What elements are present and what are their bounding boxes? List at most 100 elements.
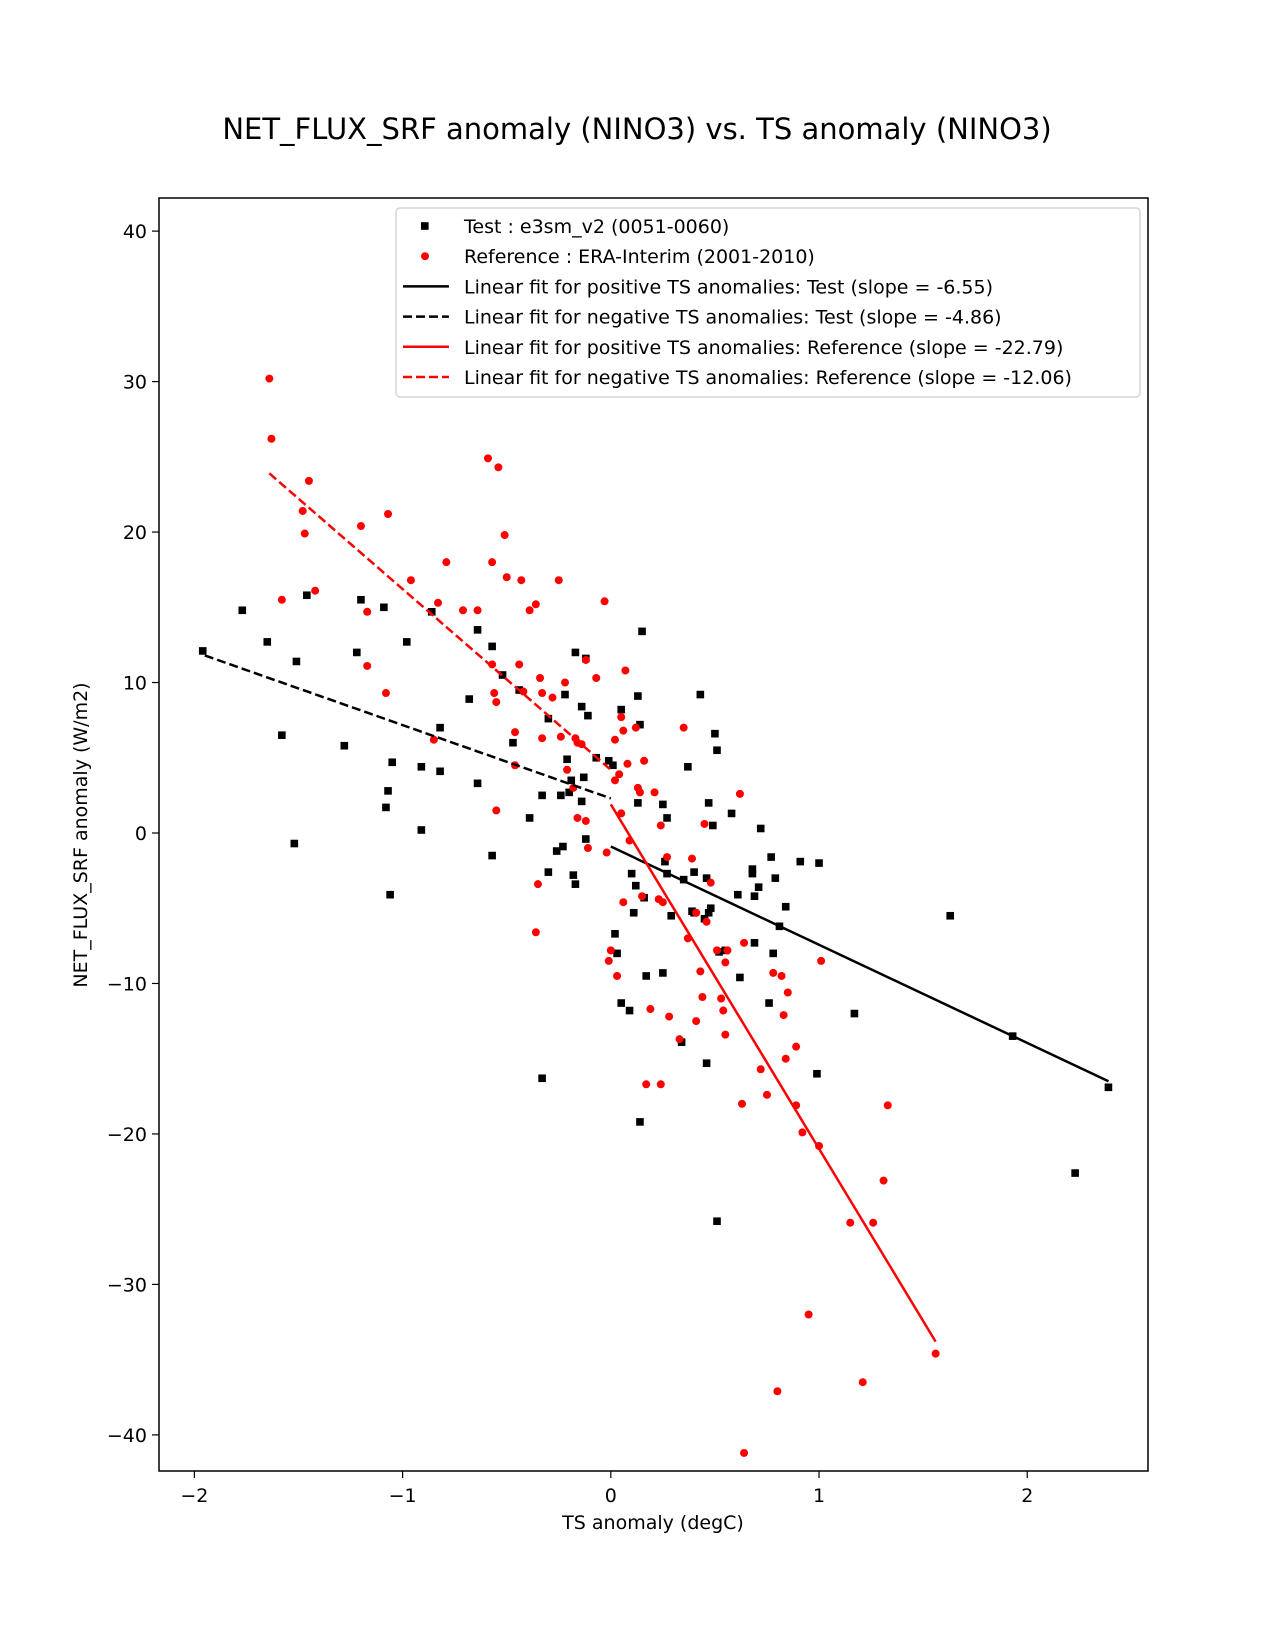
test-point-63 [636, 720, 644, 729]
test-point-55 [617, 999, 626, 1007]
reference-point-59 [613, 971, 622, 980]
reference-point-77 [656, 821, 665, 830]
test-point-109 [813, 1069, 821, 1078]
reference-point-63 [619, 726, 628, 735]
reference-point-85 [688, 854, 697, 863]
reference-point-52 [592, 674, 601, 683]
reference-point-14 [434, 598, 443, 607]
reference-point-49 [581, 655, 590, 664]
test-point-61 [634, 692, 642, 700]
reference-point-64 [619, 898, 628, 907]
reference-point-103 [756, 1065, 765, 1074]
reference-point-55 [604, 956, 613, 965]
test-point-49 [584, 711, 592, 720]
reference-point-0 [265, 374, 274, 383]
reference-point-104 [762, 1090, 771, 1099]
test-point-6 [303, 591, 311, 600]
reference-point-100 [737, 1099, 746, 1108]
test-point-21 [465, 695, 474, 703]
reference-point-96 [721, 1030, 730, 1039]
test-point-90 [713, 1217, 721, 1226]
reference-point-62 [617, 713, 626, 722]
test-point-22 [473, 626, 482, 634]
reference-point-80 [663, 853, 672, 862]
test-point-87 [709, 821, 717, 830]
test-point-71 [663, 814, 671, 822]
test-point-110 [815, 859, 823, 867]
reference-point-107 [777, 971, 786, 980]
reference-negative-fit [268, 472, 612, 771]
reference-positive-fit [609, 803, 937, 1343]
reference-point-12 [406, 576, 415, 585]
reference-point-41 [556, 732, 565, 741]
reference-point-1 [267, 434, 276, 443]
reference-point-72 [640, 756, 649, 765]
reference-point-11 [384, 509, 393, 518]
reference-point-111 [792, 1042, 801, 1051]
test-point-85 [704, 799, 713, 807]
reference-point-73 [642, 1080, 651, 1089]
reference-point-99 [735, 789, 744, 798]
reference-point-9 [363, 661, 372, 670]
reference-point-29 [515, 660, 524, 669]
test-point-88 [711, 729, 719, 738]
test-point-25 [488, 851, 496, 860]
reference-point-8 [363, 607, 372, 616]
reference-point-79 [658, 898, 667, 907]
reference-point-56 [606, 946, 615, 955]
test-point-18 [427, 608, 436, 616]
test-point-57 [625, 1006, 634, 1015]
reference-point-110 [783, 988, 792, 997]
test-point-4 [290, 839, 299, 848]
test-point-38 [563, 755, 571, 764]
y-tick-label-0: −40 [107, 1425, 147, 1447]
reference-point-119 [869, 1218, 878, 1227]
fit-lines [204, 472, 1109, 1343]
y-axis-label: NET_FLUX_SRF anomaly (W/m2) [70, 682, 92, 987]
reference-point-105 [769, 968, 778, 977]
test-point-33 [544, 868, 553, 876]
reference-point-95 [719, 1006, 728, 1015]
legend-label-2: Linear fit for positive TS anomalies: Te… [464, 276, 993, 298]
reference-point-15 [442, 558, 451, 567]
reference-point-53 [600, 597, 609, 606]
y-tick-label-3: −10 [107, 973, 147, 995]
x-tick-label-0: −2 [180, 1485, 208, 1507]
test-point-53 [611, 930, 619, 938]
test-point-56 [617, 705, 626, 714]
test-point-58 [627, 869, 636, 878]
test-point-43 [571, 648, 580, 657]
test-point-76 [684, 762, 692, 771]
reference-point-120 [879, 1176, 888, 1185]
reference-point-39 [548, 693, 557, 702]
test-point-112 [946, 911, 954, 920]
test-point-23 [473, 779, 482, 788]
test-point-10 [380, 603, 388, 612]
test-point-86 [706, 904, 715, 913]
reference-point-58 [610, 776, 619, 785]
reference-point-75 [650, 788, 659, 797]
reference-point-70 [635, 788, 644, 797]
reference-point-90 [700, 819, 709, 828]
test-point-89 [713, 746, 721, 755]
reference-point-86 [692, 908, 701, 917]
legend-label-5: Linear fit for negative TS anomalies: Re… [464, 367, 1072, 389]
test-point-115 [1104, 1083, 1113, 1092]
test-point-26 [498, 671, 507, 679]
reference-point-91 [702, 917, 711, 926]
test-point-108 [796, 857, 805, 866]
reference-point-22 [492, 698, 501, 707]
test-point-105 [771, 874, 780, 882]
reference-point-51 [583, 844, 592, 853]
test-point-102 [765, 999, 773, 1007]
y-tick-label-4: 0 [135, 823, 147, 845]
test-point-20 [436, 767, 444, 776]
test-point-39 [565, 788, 573, 797]
reference-point-81 [665, 1012, 674, 1021]
y-tick-label-5: 10 [123, 673, 147, 695]
y-tick-label-6: 20 [123, 522, 147, 544]
test-point-107 [781, 902, 790, 911]
chart-title: NET_FLUX_SRF anomaly (NINO3) vs. TS anom… [222, 112, 1051, 146]
test-point-41 [569, 871, 578, 879]
